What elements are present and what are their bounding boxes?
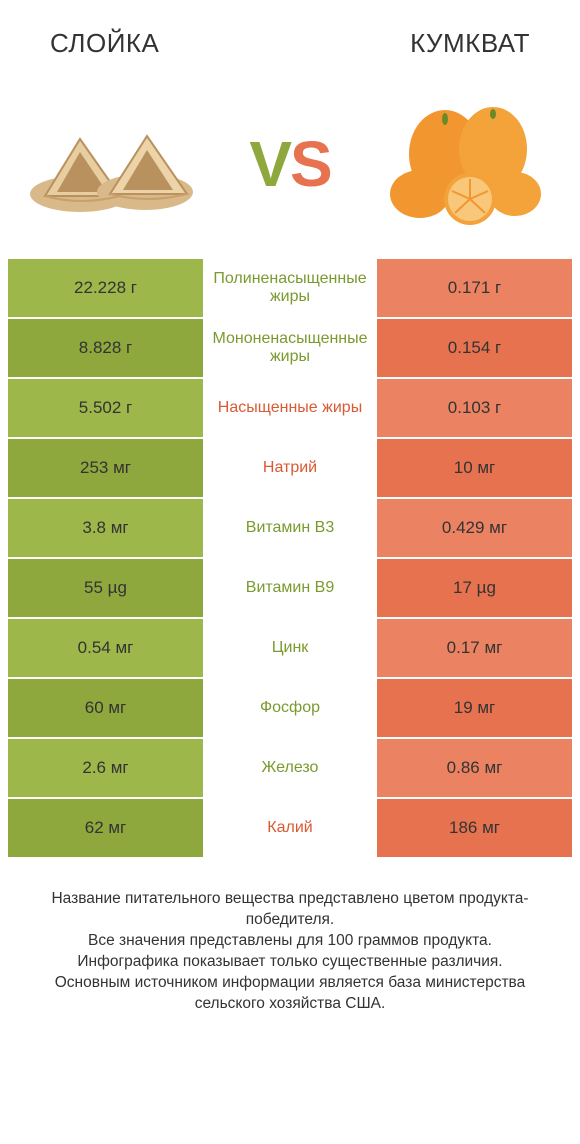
- cell-left-value: 62 мг: [8, 799, 203, 857]
- vs-v: V: [249, 128, 290, 200]
- cell-left-value: 22.228 г: [8, 259, 203, 317]
- cell-right-value: 0.171 г: [377, 259, 572, 317]
- cell-right-value: 17 µg: [377, 559, 572, 617]
- cell-right-value: 186 мг: [377, 799, 572, 857]
- table-row: 60 мгФосфор19 мг: [8, 679, 572, 737]
- title-right: КУМКВАТ: [410, 28, 530, 59]
- footer-line: Инфографика показывает только существенн…: [18, 952, 562, 973]
- table-row: 55 µgВитамин B917 µg: [8, 559, 572, 617]
- cell-nutrient-label: Цинк: [203, 619, 377, 677]
- footer-notes: Название питательного вещества представл…: [0, 859, 580, 1015]
- cell-left-value: 0.54 мг: [8, 619, 203, 677]
- food-image-right: [370, 99, 560, 229]
- comparison-table: 22.228 гПолиненасыщенные жиры0.171 г8.82…: [0, 259, 580, 857]
- food-image-left: [20, 99, 210, 229]
- table-row: 5.502 гНасыщенные жиры0.103 г: [8, 379, 572, 437]
- header: СЛОЙКА КУМКВАТ: [0, 0, 580, 69]
- cell-right-value: 10 мг: [377, 439, 572, 497]
- cell-left-value: 8.828 г: [8, 319, 203, 377]
- cell-right-value: 0.429 мг: [377, 499, 572, 557]
- cell-left-value: 253 мг: [8, 439, 203, 497]
- cell-left-value: 60 мг: [8, 679, 203, 737]
- vs-label: VS: [249, 127, 330, 201]
- cell-nutrient-label: Витамин B9: [203, 559, 377, 617]
- cell-nutrient-label: Мононенасыщенные жиры: [203, 319, 377, 377]
- table-row: 253 мгНатрий10 мг: [8, 439, 572, 497]
- cell-nutrient-label: Фосфор: [203, 679, 377, 737]
- footer-line: Основным источником информации является …: [18, 973, 562, 1015]
- cell-right-value: 0.154 г: [377, 319, 572, 377]
- cell-left-value: 3.8 мг: [8, 499, 203, 557]
- cell-right-value: 0.103 г: [377, 379, 572, 437]
- cell-left-value: 55 µg: [8, 559, 203, 617]
- cell-nutrient-label: Насыщенные жиры: [203, 379, 377, 437]
- table-row: 8.828 гМононенасыщенные жиры0.154 г: [8, 319, 572, 377]
- cell-right-value: 0.86 мг: [377, 739, 572, 797]
- cell-right-value: 0.17 мг: [377, 619, 572, 677]
- vs-s: S: [290, 128, 331, 200]
- cell-left-value: 5.502 г: [8, 379, 203, 437]
- table-row: 22.228 гПолиненасыщенные жиры0.171 г: [8, 259, 572, 317]
- hero-row: VS: [0, 69, 580, 259]
- table-row: 62 мгКалий186 мг: [8, 799, 572, 857]
- cell-nutrient-label: Полиненасыщенные жиры: [203, 259, 377, 317]
- table-row: 3.8 мгВитамин B30.429 мг: [8, 499, 572, 557]
- footer-line: Все значения представлены для 100 граммо…: [18, 931, 562, 952]
- cell-nutrient-label: Железо: [203, 739, 377, 797]
- footer-line: Название питательного вещества представл…: [18, 889, 562, 931]
- cell-nutrient-label: Витамин B3: [203, 499, 377, 557]
- cell-nutrient-label: Натрий: [203, 439, 377, 497]
- cell-left-value: 2.6 мг: [8, 739, 203, 797]
- cell-nutrient-label: Калий: [203, 799, 377, 857]
- title-left: СЛОЙКА: [50, 28, 159, 59]
- table-row: 2.6 мгЖелезо0.86 мг: [8, 739, 572, 797]
- table-row: 0.54 мгЦинк0.17 мг: [8, 619, 572, 677]
- cell-right-value: 19 мг: [377, 679, 572, 737]
